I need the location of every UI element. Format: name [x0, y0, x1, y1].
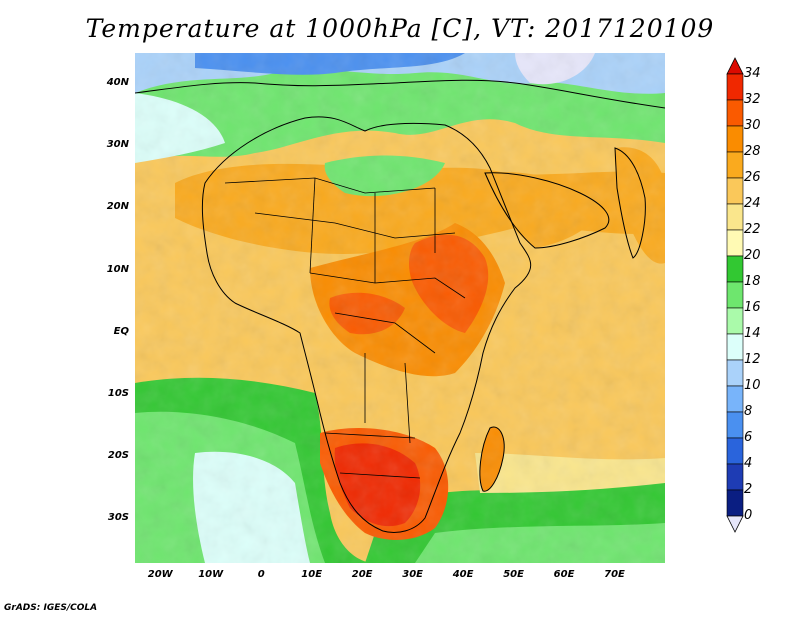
- lon-tick-label: 30E: [402, 569, 423, 580]
- colorbar-level-label: 6: [744, 430, 753, 445]
- lon-tick-label: 10E: [301, 569, 323, 580]
- colorbar-level-label: 16: [744, 300, 761, 315]
- colorbar-swatch: [726, 463, 744, 491]
- lat-tick-label: 30N: [106, 139, 129, 151]
- colorbar-swatch: [726, 307, 744, 335]
- lon-tick-label: 0: [257, 569, 265, 580]
- colorbar-level-label: 32: [744, 92, 761, 107]
- colorbar-swatch: [726, 255, 744, 283]
- colorbar-level-label: 12: [744, 352, 761, 367]
- colorbar-swatch: [726, 489, 744, 517]
- lat-tick-label: 20N: [106, 201, 129, 213]
- colorbar-swatch: [726, 411, 744, 439]
- colorbar-swatch: [726, 73, 744, 101]
- colorbar-level-label: 20: [744, 248, 761, 263]
- colorbar-swatch: [726, 385, 744, 413]
- colorbar-swatch: [726, 151, 744, 179]
- colorbar-top-arrow: [726, 57, 744, 75]
- colorbar-swatch: [726, 229, 744, 257]
- colorbar-swatch: [726, 99, 744, 127]
- india-coastline: [614, 147, 646, 259]
- lat-tick-label: 30S: [107, 512, 129, 524]
- colorbar-level-label: 34: [744, 66, 761, 81]
- lon-tick-label: 60E: [553, 569, 575, 580]
- lat-tick-label: 10S: [107, 388, 129, 400]
- colorbar-swatch: [726, 333, 744, 361]
- colorbar-level-label: 0: [744, 508, 753, 523]
- colorbar-swatch: [726, 125, 744, 153]
- lon-tick-label: 40E: [452, 569, 474, 580]
- country-borders: [224, 177, 466, 479]
- colorbar-level-label: 10: [744, 378, 761, 393]
- colorbar-level-label: 22: [744, 222, 761, 237]
- colorbar-level-label: 2: [744, 482, 753, 497]
- colorbar-level-label: 24: [744, 196, 761, 211]
- lat-tick-label: EQ: [113, 325, 129, 337]
- lat-tick-label: 10N: [106, 263, 129, 275]
- colorbar-swatch: [726, 177, 744, 205]
- colorbar-level-label: 30: [744, 118, 761, 133]
- colorbar-level-label: 4: [744, 456, 753, 471]
- colorbar-swatch: [726, 281, 744, 309]
- europe-coastline: [135, 79, 665, 109]
- colorbar-level-label: 26: [744, 170, 761, 185]
- colorbar-level-label: 18: [744, 274, 761, 289]
- colorbar: [726, 57, 744, 533]
- lon-tick-label: 20W: [147, 569, 173, 580]
- colorbar-swatch: [726, 359, 744, 387]
- arabia-coastline: [484, 172, 610, 249]
- madagascar-coastline: [479, 426, 505, 492]
- grads-credit: GrADS: IGES/COLA: [4, 603, 98, 613]
- colorbar-level-label: 8: [744, 404, 753, 419]
- lon-tick-label: 10W: [198, 569, 224, 580]
- temperature-map: [135, 53, 665, 563]
- colorbar-level-label: 14: [744, 326, 761, 341]
- lat-tick-label: 20S: [107, 450, 129, 462]
- colorbar-swatch: [726, 203, 744, 231]
- colorbar-level-label: 28: [744, 144, 761, 159]
- texture-overlay: [135, 53, 665, 563]
- colorbar-bottom-arrow: [726, 515, 744, 533]
- lon-tick-label: 20E: [351, 569, 373, 580]
- colorbar-swatch: [726, 437, 744, 465]
- lon-tick-label: 50E: [503, 569, 524, 580]
- chart-title: Temperature at 1000hPa [C], VT: 20171201…: [85, 14, 715, 43]
- lon-tick-label: 70E: [604, 569, 625, 580]
- africa-coastline: [201, 116, 532, 533]
- lat-tick-label: 40N: [106, 77, 129, 89]
- map-plot: [135, 53, 665, 563]
